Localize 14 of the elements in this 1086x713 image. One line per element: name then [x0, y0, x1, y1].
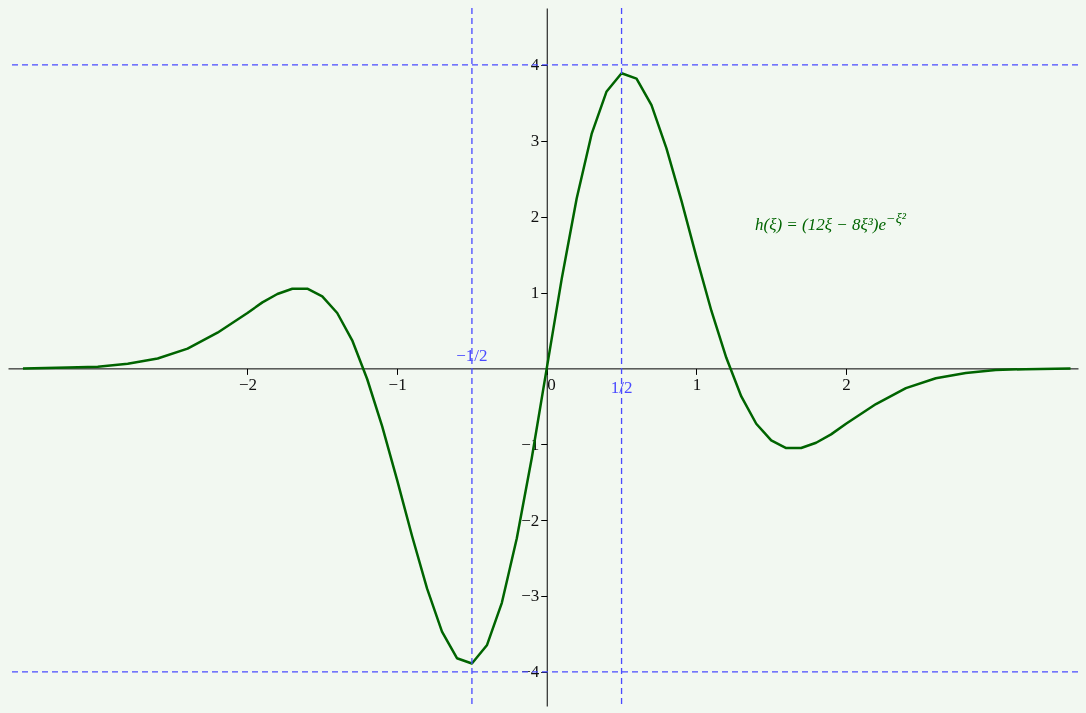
x-tick-label: 0: [547, 374, 556, 394]
text: h(ξ) = (12ξ − 8ξ³)e$^{−ξ²}$: [755, 210, 906, 235]
x-tick-label: 1: [692, 374, 702, 394]
x-tick-label: −2: [238, 374, 257, 394]
y-tick-label: 3: [530, 131, 540, 151]
x-tick-label: −1: [388, 374, 407, 394]
x-tick-label: 2: [842, 374, 851, 394]
y-tick-label: 1: [530, 283, 540, 303]
y-tick-label: −3: [521, 586, 540, 606]
y-tick-label: −2: [521, 510, 540, 530]
line-series: [21, 72, 1072, 665]
y-tick-label: 2: [530, 207, 540, 227]
ref-line-label: 1/2: [610, 378, 633, 398]
ref-line-label: −1/2: [456, 346, 488, 366]
